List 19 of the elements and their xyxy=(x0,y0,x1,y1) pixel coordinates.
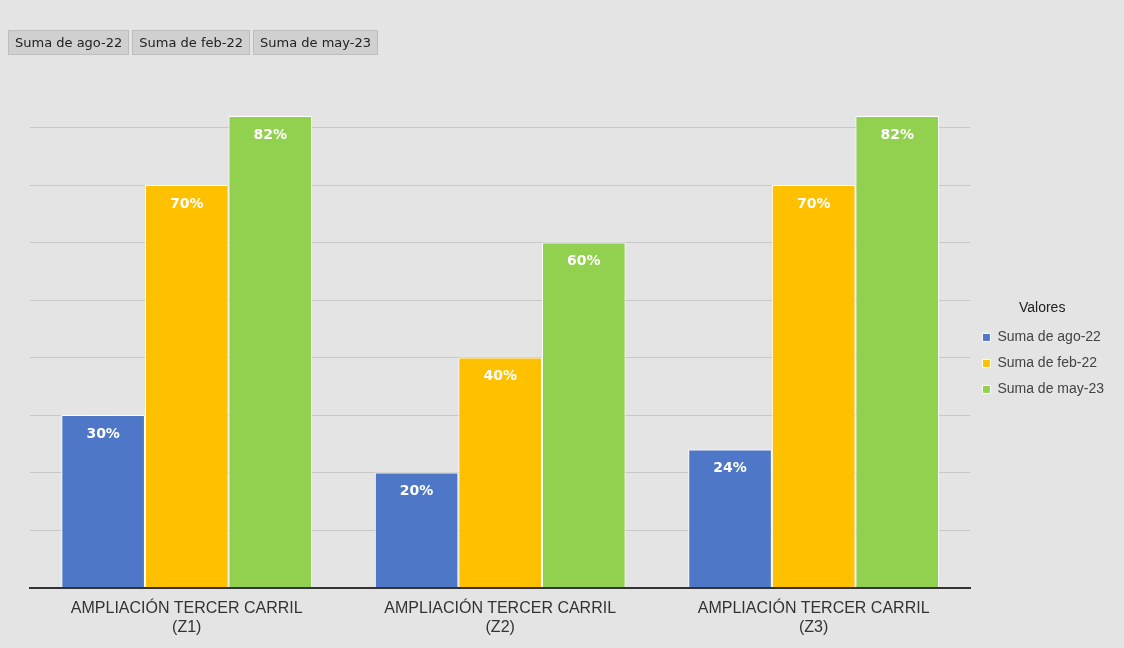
legend-label: Suma de feb-22 xyxy=(997,354,1098,371)
data-label: 82% xyxy=(880,125,915,142)
data-label: 60% xyxy=(567,252,601,269)
x-tick-label: AMPLIACIÓN TERCER CARRIL (Z1) xyxy=(70,597,303,635)
text: Suma de ago-22 xyxy=(8,30,130,55)
data-label: 82% xyxy=(253,125,288,142)
legend-label: Suma de ago-22 xyxy=(997,328,1102,345)
legend-title: Valores xyxy=(1018,299,1066,316)
data-label: 24% xyxy=(713,459,747,476)
data-label: 30% xyxy=(86,424,120,441)
text: Suma de may-23 xyxy=(253,30,378,55)
x-tick-label: AMPLIACIÓN TERCER CARRIL (Z2) xyxy=(384,597,617,635)
data-label: 40% xyxy=(483,367,517,384)
text: Suma de feb-22 xyxy=(132,30,250,55)
legend-label: Suma de may-23 xyxy=(997,380,1105,397)
data-label: 70% xyxy=(169,194,204,211)
data-label: 20% xyxy=(399,482,434,499)
data-label: 70% xyxy=(796,194,831,211)
x-tick-label: AMPLIACIÓN TERCER CARRIL (Z3) xyxy=(697,597,930,635)
